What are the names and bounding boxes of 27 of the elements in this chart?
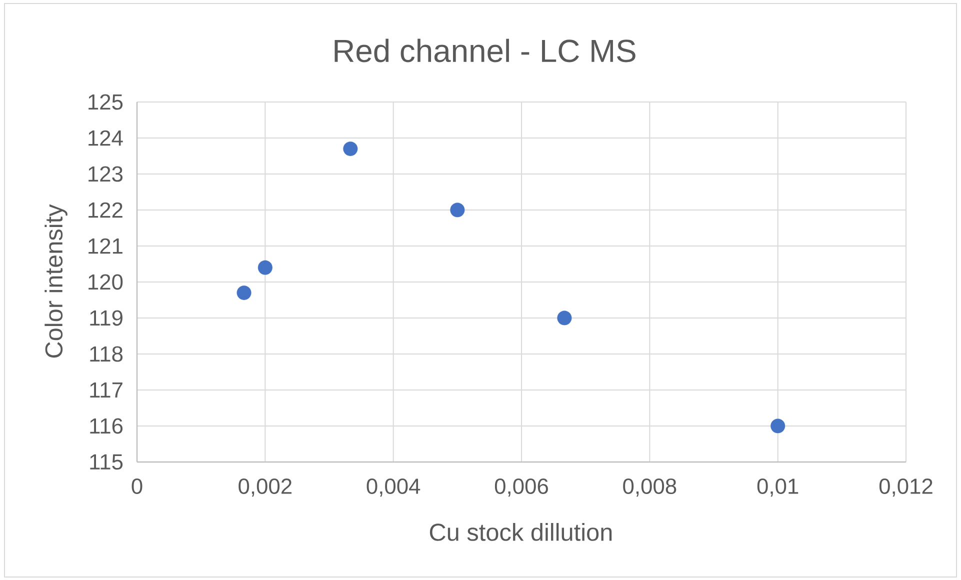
x-tick-label: 0,008 — [623, 478, 676, 497]
x-tick-label: 0,004 — [366, 478, 420, 497]
point — [557, 310, 572, 326]
x-tick-label: 0,002 — [238, 478, 292, 497]
y-tick-label: 117 — [90, 382, 122, 398]
point — [450, 202, 465, 218]
x-tick-label: 0,006 — [494, 478, 548, 497]
y-tick-label: 122 — [88, 202, 122, 218]
y-tick-label: 116 — [90, 418, 123, 434]
x-tick-label: 0 — [132, 478, 142, 494]
y-tick-label: 123 — [88, 166, 123, 182]
chart-title: Red channel - LC MS — [334, 38, 636, 62]
x-tick-label: 0,012 — [879, 478, 932, 497]
y-tick-label: 124 — [88, 130, 123, 146]
x-tick-label: 0,01 — [757, 478, 798, 497]
point — [258, 260, 272, 275]
y-tick-label: 119 — [90, 310, 122, 326]
point — [770, 418, 786, 434]
x-axis-title: Cu stock dillution — [430, 523, 612, 541]
point — [236, 286, 252, 300]
y-tick-label: 121 — [88, 238, 122, 254]
point — [343, 142, 358, 156]
y-tick-label: 120 — [88, 274, 123, 290]
y-tick-label: 115 — [90, 454, 123, 470]
y-axis-title: Color intensity — [44, 204, 68, 358]
y-tick-label: 125 — [88, 94, 123, 110]
y-tick-label: 118 — [90, 346, 123, 362]
